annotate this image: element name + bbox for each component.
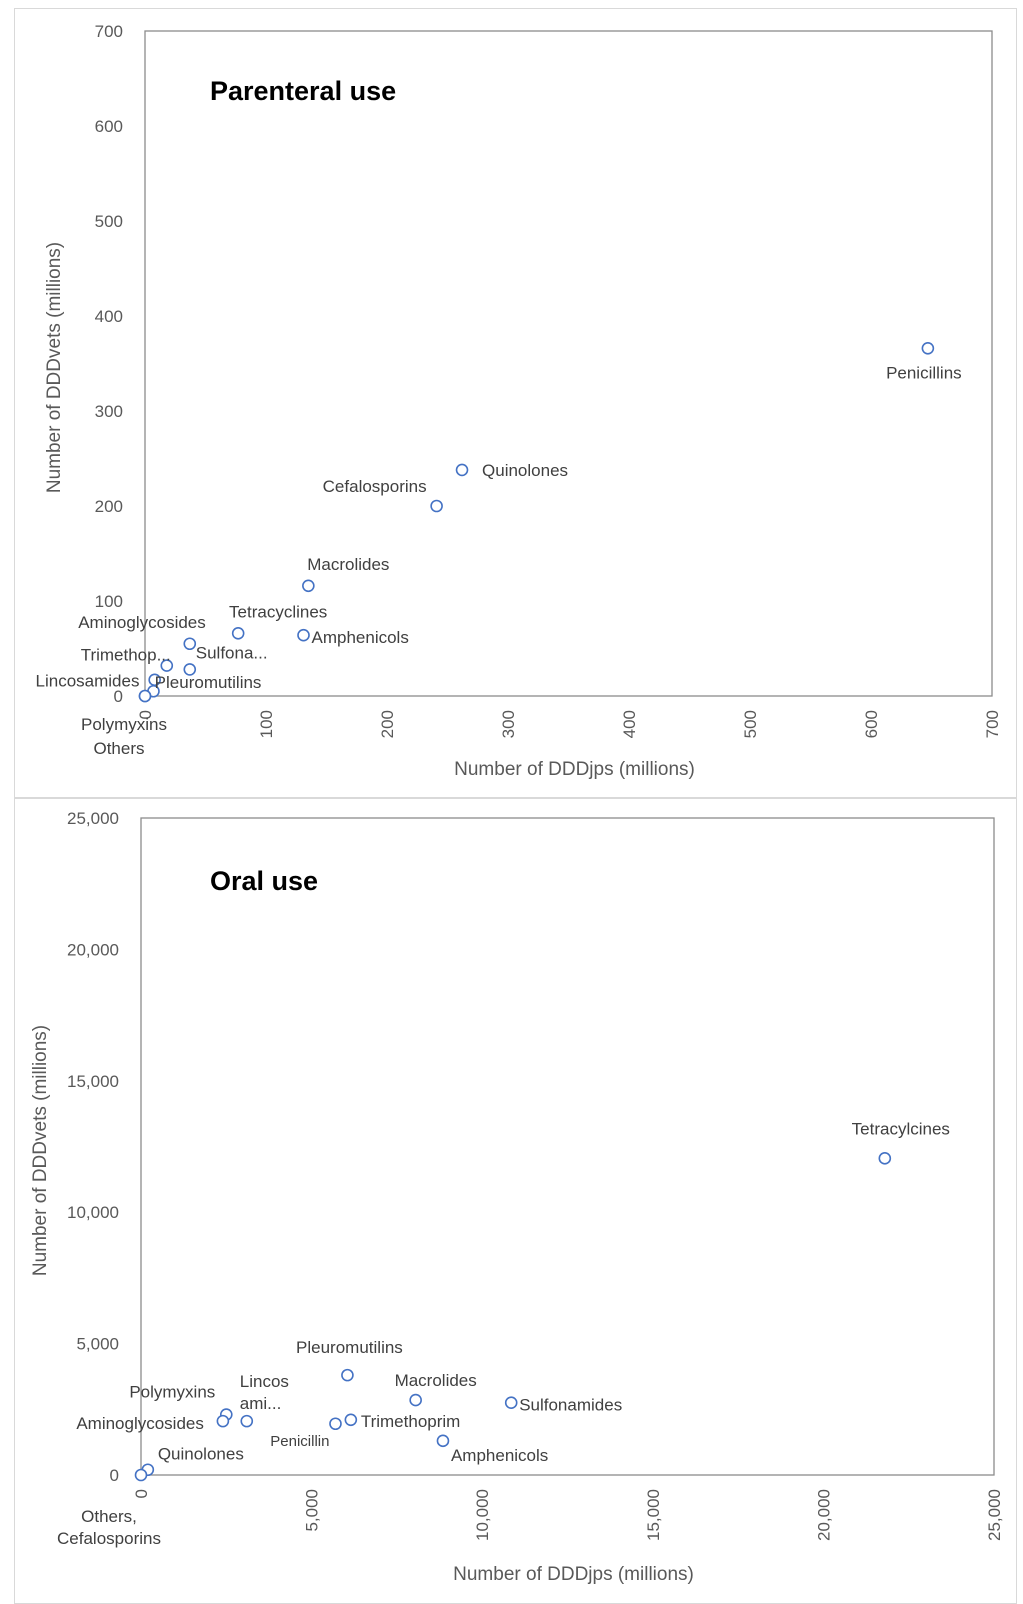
data-label: Aminoglycosides bbox=[78, 613, 206, 632]
chart-panel-oral bbox=[14, 798, 1017, 1604]
data-point bbox=[344, 1413, 358, 1427]
data-label: Others, Cefalosporins bbox=[57, 1507, 161, 1548]
x-tick-label: 300 bbox=[499, 710, 518, 738]
y-tick-label: 25,000 bbox=[67, 809, 119, 828]
x-tick-label: 700 bbox=[983, 710, 1002, 738]
data-label: Cefalosporins bbox=[323, 477, 427, 496]
data-point bbox=[216, 1414, 230, 1428]
x-tick-label: 5,000 bbox=[303, 1489, 322, 1532]
y-tick-label: 15,000 bbox=[67, 1072, 119, 1091]
chart-panel-parenteral bbox=[14, 8, 1017, 798]
x-tick-label: 20,000 bbox=[814, 1489, 833, 1541]
data-point bbox=[231, 626, 245, 640]
data-label: Aminoglycosides bbox=[76, 1414, 204, 1433]
x-tick-label: 0 bbox=[136, 710, 155, 719]
data-label: Tetracylcines bbox=[852, 1119, 950, 1138]
chart-title: Oral use bbox=[210, 866, 318, 896]
data-point bbox=[302, 579, 315, 593]
data-point bbox=[138, 689, 152, 703]
data-point bbox=[341, 1368, 354, 1382]
data-point bbox=[183, 663, 197, 676]
data-label: Amphenicols bbox=[451, 1446, 548, 1465]
data-point bbox=[921, 341, 935, 355]
data-label: Polymyxins bbox=[81, 715, 167, 734]
data-label: Trimethoprim bbox=[361, 1412, 461, 1431]
data-label: Penicillins bbox=[886, 363, 962, 382]
data-label: Quinolones bbox=[482, 461, 568, 480]
data-label: Macrolides bbox=[395, 1371, 477, 1390]
y-tick-label: 200 bbox=[95, 497, 123, 516]
data-point bbox=[409, 1393, 422, 1407]
x-axis-title: Number of DDDjps (millions) bbox=[453, 1564, 694, 1585]
x-tick-label: 600 bbox=[862, 710, 881, 738]
data-label: Macrolides bbox=[307, 555, 389, 574]
data-point bbox=[160, 659, 174, 672]
y-tick-label: 500 bbox=[95, 212, 123, 231]
plot-area-frame bbox=[140, 817, 995, 1476]
data-point bbox=[430, 499, 443, 513]
data-label: Sulfonamides bbox=[519, 1396, 622, 1415]
x-tick-label: 10,000 bbox=[473, 1489, 492, 1541]
y-tick-label: 600 bbox=[95, 117, 123, 136]
data-point bbox=[134, 1468, 148, 1482]
data-point bbox=[329, 1417, 342, 1431]
data-point bbox=[878, 1152, 892, 1165]
data-label: Sulfona... bbox=[196, 643, 268, 662]
data-label: Pleuromutilins bbox=[296, 1338, 403, 1357]
chart-title: Parenteral use bbox=[210, 76, 396, 106]
y-tick-label: 20,000 bbox=[67, 940, 119, 959]
data-label: Trimethop... bbox=[81, 646, 171, 665]
y-tick-label: 700 bbox=[95, 22, 123, 41]
y-tick-label: 0 bbox=[114, 687, 123, 706]
data-label: Tetracyclines bbox=[229, 602, 327, 621]
data-point bbox=[183, 637, 197, 651]
y-axis-title: Number of DDDvets (millions) bbox=[30, 1025, 51, 1276]
y-tick-label: 0 bbox=[110, 1466, 119, 1485]
data-label: Quinolones bbox=[158, 1445, 244, 1464]
y-tick-label: 10,000 bbox=[67, 1203, 119, 1222]
data-point bbox=[148, 673, 161, 687]
x-tick-label: 25,000 bbox=[985, 1489, 1004, 1541]
data-label: Lincosamides bbox=[36, 671, 140, 690]
y-tick-label: 5,000 bbox=[76, 1335, 119, 1354]
data-label: Polymyxins bbox=[129, 1383, 215, 1402]
x-tick-label: 15,000 bbox=[644, 1489, 663, 1541]
data-label: Amphenicols bbox=[312, 628, 409, 647]
y-axis-title: Number of DDDvets (millions) bbox=[44, 242, 65, 493]
x-tick-label: 400 bbox=[620, 710, 639, 738]
x-tick-label: 500 bbox=[741, 710, 760, 738]
data-label: Lincos ami... bbox=[240, 1372, 289, 1413]
data-label: Penicillin bbox=[270, 1433, 329, 1450]
y-tick-label: 300 bbox=[95, 402, 123, 421]
data-label: Others bbox=[93, 739, 144, 758]
y-tick-label: 400 bbox=[95, 307, 123, 326]
x-axis-title: Number of DDDjps (millions) bbox=[454, 759, 695, 780]
plot-area-frame bbox=[144, 30, 993, 697]
x-tick-label: 100 bbox=[257, 710, 276, 738]
data-point bbox=[455, 463, 469, 477]
data-point bbox=[436, 1434, 450, 1448]
data-point bbox=[240, 1414, 254, 1428]
x-tick-label: 0 bbox=[132, 1489, 151, 1498]
x-tick-label: 200 bbox=[378, 710, 397, 738]
data-label: Pleuromutilins bbox=[155, 673, 262, 692]
data-point bbox=[297, 628, 310, 642]
y-tick-label: 100 bbox=[95, 592, 123, 611]
data-point bbox=[504, 1396, 518, 1410]
